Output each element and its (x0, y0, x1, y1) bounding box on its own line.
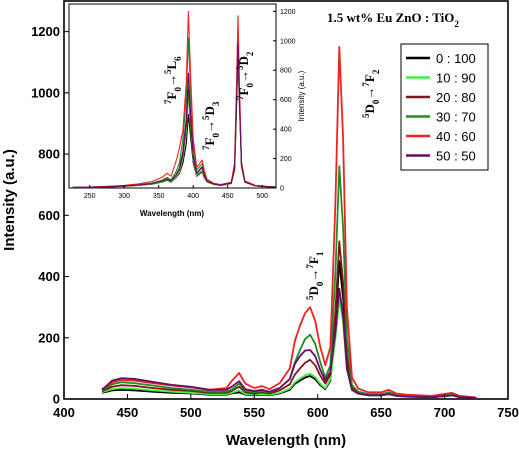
inset1-subscript-a: 0 (173, 87, 183, 92)
inset1-term-a: F (164, 92, 179, 100)
main-series-line-3 (101, 165, 477, 399)
inset2-term-a: F (202, 138, 217, 146)
legend-label: 0 : 100 (436, 51, 476, 66)
peak-label-5d0-7f2: 5D0→7F2 (361, 69, 381, 118)
inset-series-group (72, 10, 277, 188)
main-y-tick-label: 800 (38, 147, 60, 162)
inset2-superscript-a: 7 (201, 145, 211, 150)
peak2-superscript-a: 5 (361, 113, 371, 118)
inset2-superscript-b: 5 (201, 115, 211, 120)
main-y-tick-label: 1200 (31, 24, 60, 39)
main-series-line-5 (101, 287, 477, 399)
inset2-term-b: D (202, 106, 217, 115)
inset-series-line-5 (72, 43, 277, 188)
peak-label-5d0-7f1: 5D0→7F1 (305, 251, 325, 300)
peak1-superscript-b: 7 (305, 264, 315, 269)
inset1-term-b: L (164, 61, 179, 70)
inset1-arrow: → (164, 74, 179, 87)
main-x-axis-title: Wavelength (nm) (226, 432, 346, 449)
inset-y-tick-label: 800 (280, 68, 292, 75)
inset-y-tick-label: 600 (280, 97, 292, 104)
inset3-term-b: D (236, 56, 251, 65)
inset3-subscript-b: 2 (245, 51, 255, 56)
inset-label-7f0-5d3-text: 7F0→5D3 (201, 101, 221, 150)
sample-annotation-main: 1.5 wt% Eu ZnO : TiO (327, 10, 454, 25)
main-y-tick-label: 200 (38, 330, 60, 345)
inset-y-tick-label: 1000 (280, 38, 296, 45)
inset-label-7f0-5l6-text: 7F0→5L6 (163, 56, 183, 104)
main-x-tick-label: 500 (180, 405, 202, 420)
inset-label-7f0-5d2-text: 7F0→5D2 (235, 51, 255, 100)
peak2-term-a: D (362, 104, 377, 113)
peak1-subscript-a: 0 (315, 281, 325, 286)
legend-label: 30 : 70 (436, 110, 476, 125)
inset-x-tick-label: 500 (256, 193, 268, 200)
main-y-axis-title: Intensity (a.u.) (1, 149, 18, 251)
inset-x-tick-label: 300 (118, 193, 130, 200)
inset-y-tick-label: 200 (280, 156, 292, 163)
inset-x-tick-label: 450 (222, 193, 234, 200)
inset-x-axis-title: Wavelength (nm) (140, 209, 204, 218)
inset-label-7f0-5d2: 7F0→5D2 (235, 51, 255, 100)
legend-label: 20 : 80 (436, 90, 476, 105)
inset-x-tick-label: 350 (153, 193, 165, 200)
legend-box (400, 43, 489, 171)
peak1-superscript-a: 5 (305, 295, 315, 300)
sample-annotation-subscript: 2 (454, 19, 459, 29)
inset2-subscript-a: 0 (211, 133, 221, 138)
peak1-subscript-b: 1 (315, 251, 325, 256)
peak2-subscript-b: 2 (371, 69, 381, 74)
inset3-superscript-b: 5 (235, 65, 245, 70)
main-series-group (101, 46, 477, 399)
inset3-arrow: → (236, 70, 251, 83)
main-plot-frame (63, 0, 509, 400)
main-x-tick-label: 550 (243, 405, 265, 420)
peak-label-5d0-7f2-text: 5D0→7F2 (361, 69, 381, 118)
main-y-tick-label: 600 (38, 208, 60, 223)
main-y-tick-label: 0 (53, 392, 60, 407)
main-x-tick-label: 700 (434, 405, 456, 420)
legend-label: 50 : 50 (436, 149, 476, 164)
inset1-superscript-a: 7 (163, 99, 173, 104)
inset-y-tick-label: 1200 (280, 9, 296, 16)
main-x-tick-label: 600 (307, 405, 329, 420)
main-y-tick-label: 1000 (31, 85, 60, 100)
inset2-arrow: → (202, 120, 217, 133)
inset-x-tick-label: 400 (187, 193, 199, 200)
main-y-tick-label: 400 (38, 269, 60, 284)
legend-label: 40 : 60 (436, 129, 476, 144)
inset1-subscript-b: 6 (173, 56, 183, 61)
inset-y-axis-title: Intensity (a.u.) (297, 70, 306, 121)
inset3-term-a: F (236, 88, 251, 96)
peak2-arrow: → (362, 87, 377, 100)
inset-y-tick-label: 400 (280, 127, 292, 134)
peak2-superscript-b: 7 (361, 82, 371, 87)
peak1-term-a: D (306, 286, 321, 295)
inset-label-7f0-5l6: 7F0→5L6 (163, 56, 183, 104)
legend-group: 0 : 100 10 : 90 20 : 80 30 : 70 40 : 60 50 : … (406, 51, 476, 164)
main-x-tick-label: 400 (53, 405, 75, 420)
sample-annotation-title: 1.5 wt% Eu ZnO : TiO2 (327, 10, 459, 29)
main-x-tick-label: 450 (117, 405, 139, 420)
peak1-arrow: → (306, 269, 321, 282)
inset-y-tick-label: 0 (280, 185, 284, 192)
main-x-tick-label: 750 (497, 405, 519, 420)
inset2-subscript-b: 3 (211, 101, 221, 106)
peak-label-5d0-7f1-text: 5D0→7F1 (305, 251, 325, 300)
inset3-subscript-a: 0 (245, 83, 255, 88)
main-x-tick-label: 650 (370, 405, 392, 420)
peak2-term-b: F (362, 74, 377, 82)
legend-label: 10 : 90 (436, 71, 476, 86)
peak2-subscript-a: 0 (371, 99, 381, 104)
main-ticks-group: 400 450 500 550 600 650 700 7500200400600800100… (31, 24, 519, 420)
inset-label-7f0-5d3: 7F0→5D3 (201, 101, 221, 150)
peak1-term-b: F (306, 256, 321, 264)
inset3-superscript-a: 7 (235, 95, 245, 100)
inset-x-tick-label: 250 (84, 193, 96, 200)
inset1-superscript-b: 5 (163, 69, 173, 74)
